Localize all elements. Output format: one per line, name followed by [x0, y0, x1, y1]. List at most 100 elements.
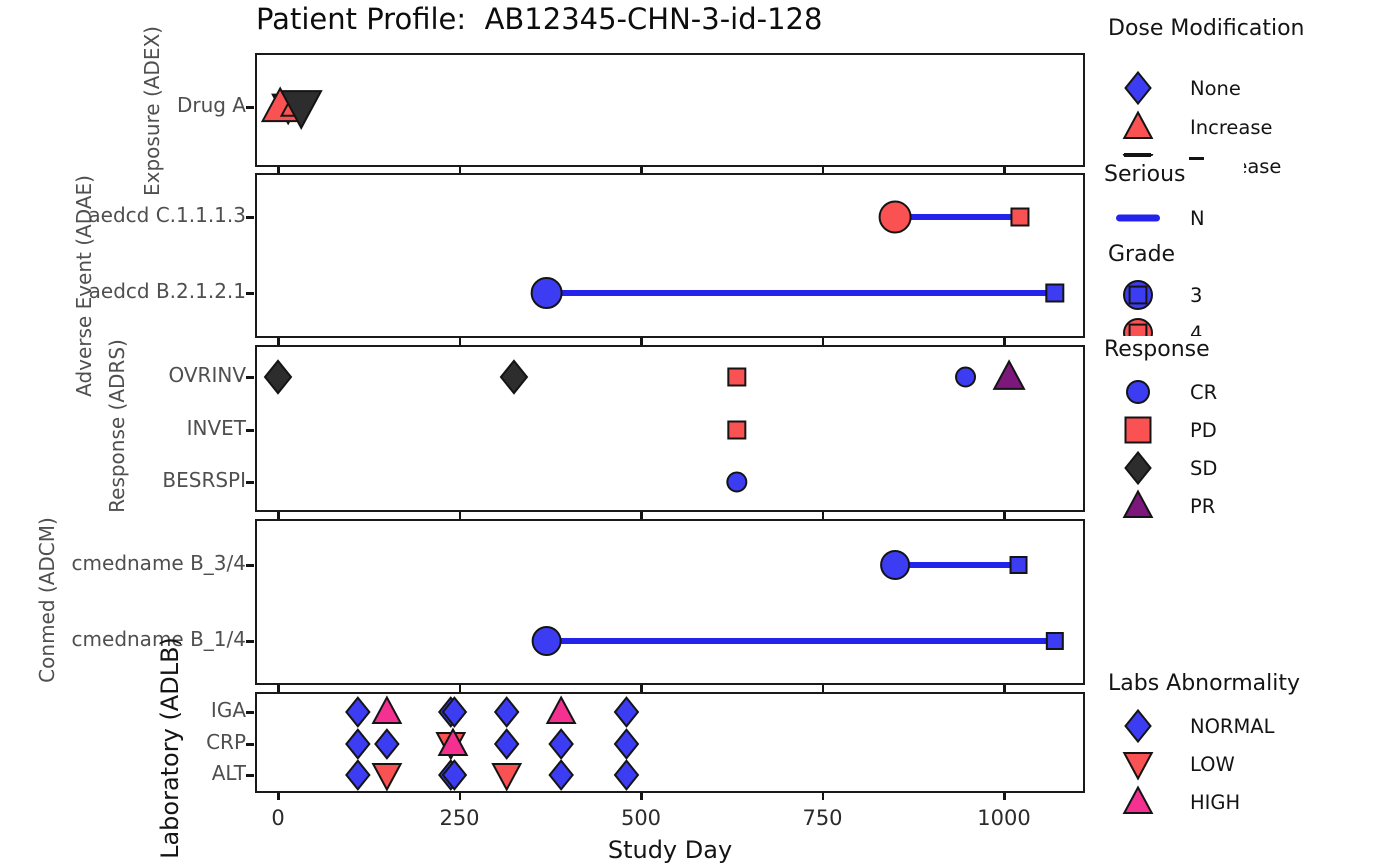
legend-key-diamond-icon — [1112, 448, 1164, 488]
hidden-marker-artifact — [1124, 153, 1151, 157]
legend-key-svg — [1124, 450, 1152, 486]
legend-item-serious-n: N — [1112, 198, 1205, 238]
row-label-adcm-1: cmedname B_1/4 — [71, 627, 246, 651]
x-tick — [821, 685, 824, 692]
row-label-adex-0: Drug A — [176, 93, 246, 117]
row-tick — [246, 711, 254, 714]
legend-heading-dose_modification: Dose Modification — [1108, 16, 1305, 41]
duration-line-adae-1 — [546, 290, 1055, 296]
x-tick — [277, 167, 280, 174]
page-title: Patient Profile: AB12345-CHN-3-id-128 — [256, 2, 823, 36]
x-tick — [277, 685, 280, 692]
x-tick — [277, 793, 280, 800]
row-tick — [246, 429, 254, 432]
x-axis-title: Study Day — [607, 836, 733, 864]
x-tick — [1003, 685, 1006, 692]
x-tick — [640, 512, 643, 519]
row-tick — [246, 564, 254, 567]
x-tick — [277, 338, 280, 345]
marker-diamond-adrs — [499, 359, 529, 395]
row-tick — [246, 743, 254, 746]
marker-square-adcm — [1045, 632, 1064, 650]
legend-heading-response: Response — [1104, 337, 1210, 362]
legend-key-diamond-icon — [1112, 706, 1164, 746]
legend-key-circle-icon — [1112, 372, 1164, 412]
x-tick — [821, 167, 824, 174]
marker-square-adae — [1010, 207, 1030, 227]
legend-glyph-circle-square — [1128, 285, 1148, 305]
x-tick — [277, 512, 280, 519]
row-tick — [246, 292, 254, 295]
legend-key-svg — [1122, 785, 1154, 814]
legend-key-svg — [1124, 70, 1152, 106]
axis-title-adlb: Laboratory (ADLB) — [156, 637, 184, 859]
legend-item-response-sd: SD — [1112, 448, 1217, 488]
x-tick — [1003, 793, 1006, 800]
legend-item-grade-3: 3 — [1112, 275, 1202, 315]
legend-key-svg — [1122, 752, 1154, 781]
marker-square-adae — [1045, 283, 1065, 303]
legend-key-svg — [1126, 380, 1150, 404]
legend-glyph-triangle-up — [1122, 785, 1154, 814]
panel-adex — [255, 53, 1085, 167]
x-tick — [1003, 338, 1006, 345]
marker-square-adcm — [1009, 556, 1028, 574]
row-tick — [246, 376, 254, 379]
legend-label: CR — [1190, 380, 1218, 404]
axis-title-adex: Exposure (ADEX) — [140, 26, 164, 196]
legend-key-svg — [1122, 110, 1154, 139]
marker-triangle-up-adlb — [371, 695, 403, 724]
marker-diamond-adrs — [263, 359, 293, 395]
legend-heading-labs_abnormality: Labs Abnormality — [1108, 671, 1301, 696]
marker-circle-adrs — [726, 471, 748, 493]
marker-diamond-adlb — [613, 696, 640, 728]
row-tick — [246, 106, 254, 109]
marker-circle-adae — [530, 277, 563, 309]
legend-label: PD — [1190, 418, 1217, 442]
marker-circle-adrs — [955, 366, 977, 388]
marker-diamond-adlb — [441, 759, 468, 791]
legend-item-response-cr: CR — [1112, 372, 1217, 412]
legend-key-line-icon — [1112, 198, 1164, 238]
x-tick — [1003, 167, 1006, 174]
row-tick — [246, 774, 254, 777]
x-tick — [821, 793, 824, 800]
marker-diamond-adlb — [345, 728, 371, 760]
x-tick — [821, 512, 824, 519]
legend-item-labs_abnormality-high: HIGH — [1112, 782, 1240, 822]
legend-key-svg — [1116, 214, 1160, 222]
row-label-adlb-2: ALT — [211, 761, 246, 785]
marker-circle-adcm — [880, 550, 911, 580]
marker-square-adrs — [727, 420, 747, 440]
legend-label: LOW — [1190, 752, 1235, 776]
legend-bg-serious — [1098, 156, 1244, 244]
x-tick — [458, 512, 461, 519]
x-tick — [458, 338, 461, 345]
legend-heading-serious: Serious — [1104, 162, 1186, 187]
legend-item-dose_modification-none: None — [1112, 68, 1241, 108]
marker-diamond-adlb — [548, 728, 574, 760]
legend-heading-grade: Grade — [1108, 242, 1176, 267]
x-tick — [640, 338, 643, 345]
legend-key-triangle-up-icon — [1112, 782, 1164, 822]
duration-line-adcm-1 — [546, 638, 1055, 644]
legend-glyph-line — [1116, 214, 1160, 222]
marker-diamond-adlb — [345, 696, 371, 728]
legend-label: None — [1190, 76, 1241, 100]
x-tick — [640, 685, 643, 692]
axis-title-adcm: Conmed (ADCM) — [35, 517, 59, 683]
marker-triangle-up-adlb — [437, 727, 469, 756]
marker-triangle-down-adlb — [371, 763, 403, 792]
row-label-adrs-1: INVET — [186, 416, 246, 440]
x-tick — [821, 338, 824, 345]
marker-circle-adcm — [531, 626, 562, 656]
marker-diamond-adlb — [493, 728, 520, 760]
legend-item-response-pd: PD — [1112, 410, 1217, 450]
marker-diamond-adlb — [345, 759, 371, 791]
legend-key-triangle-up-icon — [1112, 107, 1164, 147]
marker-circle-adae — [878, 200, 912, 234]
marker-diamond-adlb — [548, 759, 574, 791]
marker-diamond-adlb — [493, 696, 520, 728]
legend-key-svg — [1123, 280, 1153, 310]
